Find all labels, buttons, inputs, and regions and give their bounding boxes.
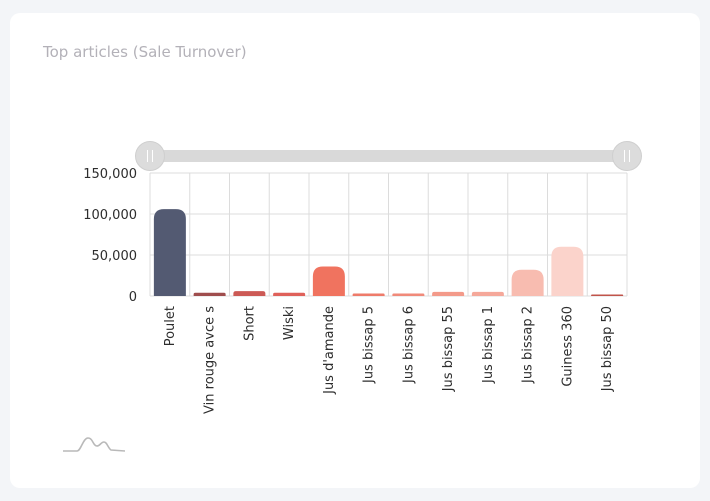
y-tick-label: 150,000 <box>83 167 137 182</box>
x-tick-label: Vin rouge avce s <box>203 306 218 414</box>
x-tick-label: Short <box>242 306 257 341</box>
x-tick-label: Guiness 360 <box>560 306 575 387</box>
bar <box>233 291 266 296</box>
x-tick-label: Jus bissap 50 <box>600 306 615 392</box>
bar <box>193 292 226 296</box>
chart-card: Top articles (Sale Turnover) <box>10 13 700 488</box>
range-slider-right-handle[interactable] <box>612 141 642 171</box>
grip-icon <box>624 150 630 162</box>
bar <box>432 291 465 296</box>
bar <box>471 291 504 296</box>
x-tick-label: Jus bissap 1 <box>481 306 496 384</box>
bar <box>153 209 186 296</box>
y-tick-label: 100,000 <box>83 208 137 223</box>
x-tick-label: Jus bissap 5 <box>362 306 377 384</box>
chart-title: Top articles (Sale Turnover) <box>43 43 247 61</box>
x-tick-label: Poulet <box>163 306 178 346</box>
bar <box>551 246 584 296</box>
x-tick-label: Jus bissap 6 <box>401 306 416 384</box>
x-tick-label: Jus d'amande <box>322 306 337 395</box>
grip-icon <box>147 150 153 162</box>
x-tick-label: Jus bissap 55 <box>441 306 456 392</box>
bar <box>273 292 306 296</box>
x-tick-label: Jus bissap 2 <box>521 306 536 384</box>
y-tick-label: 0 <box>129 290 137 305</box>
bar <box>591 294 624 296</box>
bar <box>352 293 385 296</box>
range-slider-track[interactable] <box>150 150 627 162</box>
mountain-logo-icon <box>63 437 125 452</box>
x-tick-label: Wiski <box>282 306 297 340</box>
bar <box>511 269 544 296</box>
bar <box>392 293 425 296</box>
range-slider-left-handle[interactable] <box>135 141 165 171</box>
y-tick-label: 50,000 <box>92 249 138 264</box>
bar <box>312 266 345 296</box>
